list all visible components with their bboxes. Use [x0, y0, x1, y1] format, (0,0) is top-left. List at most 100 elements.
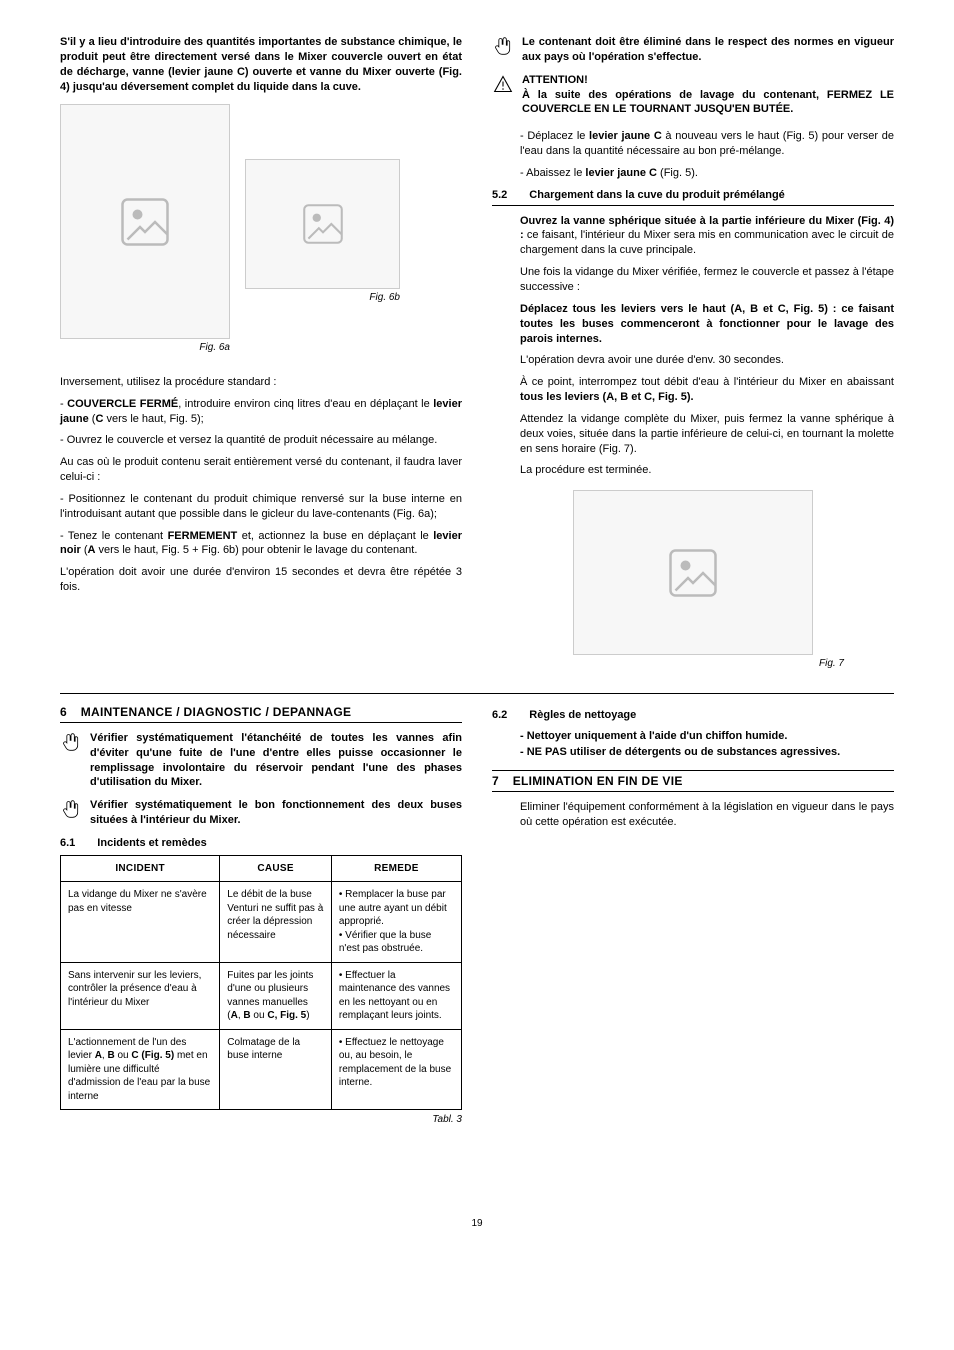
r52-p3: Ouvrez la vanne sphérique située à la pa…	[520, 214, 894, 259]
hand-icon	[492, 35, 514, 56]
t: COUVERCLE FERMÉ	[67, 398, 178, 410]
t: levier jaune C	[589, 130, 662, 142]
note-disposal: Le contenant doit être éliminé dans le r…	[492, 35, 894, 65]
rule-2: - NE PAS utiliser de détergents ou de su…	[520, 745, 894, 760]
r52-p5: Déplacez tous les leviers vers le haut (…	[520, 302, 894, 347]
t: vers le haut, Fig. 5);	[103, 413, 203, 425]
r52-p8: Attendez la vidange complète du Mixer, p…	[520, 412, 894, 457]
right-5-2-body: Ouvrez la vanne sphérique située à la pa…	[492, 214, 894, 479]
figure-6a-caption: Fig. 6a	[199, 341, 230, 355]
troubleshooting-table: INCIDENT CAUSE REMEDE La vidange du Mixe…	[60, 855, 462, 1111]
attention-block: ATTENTION! À la suite des opérations de …	[492, 73, 894, 122]
subsection-6-1: 6.1 Incidents et remèdes	[60, 836, 462, 851]
section-7-num: 7	[492, 773, 499, 789]
subsection-5-2: 5.2 Chargement dans la cuve du produit p…	[492, 188, 894, 206]
image-placeholder-icon	[663, 543, 723, 603]
sec7-body-wrap: Eliminer l'équipement conformément à la …	[492, 800, 894, 830]
t: FERMEMENT	[168, 530, 238, 542]
divider-upper-lower	[60, 693, 894, 694]
cell: Fuites par les joints d'une ou plusieurs…	[220, 962, 332, 1029]
hand-icon	[60, 731, 82, 752]
cell: • Effectuer la maintenance des vannes en…	[331, 962, 461, 1029]
r52-p6: L'opération devra avoir une durée d'env.…	[520, 353, 894, 368]
t: tous les leviers (A, B et C, Fig. 5).	[520, 391, 694, 403]
t: ou	[115, 1050, 132, 1061]
image-placeholder-icon	[115, 192, 175, 252]
attention-title: ATTENTION!	[522, 73, 894, 88]
table-caption: Tabl. 3	[60, 1113, 462, 1127]
r52-p4: Une fois la vidange du Mixer vérifiée, f…	[520, 265, 894, 295]
lower-right: 6.2 Règles de nettoyage - Nettoyer uniqu…	[492, 702, 894, 1127]
t: (Fig. 5).	[657, 167, 698, 179]
cell: L'actionnement de l'un des levier A, B o…	[61, 1029, 220, 1110]
left-p5: Au cas où le produit contenu serait enti…	[60, 455, 462, 485]
figure-6b: Fig. 6b	[245, 159, 400, 305]
t: B	[107, 1050, 114, 1061]
cell: La vidange du Mixer ne s'avère pas en vi…	[61, 882, 220, 963]
cell: Le débit de la buse Venturi ne suffit pa…	[220, 882, 332, 963]
section-6-num: 6	[60, 704, 67, 720]
section-6-title: MAINTENANCE / DIAGNOSTIC / DEPANNAGE	[81, 704, 352, 720]
t: (	[81, 544, 88, 556]
section-7-title: ELIMINATION EN FIN DE VIE	[513, 773, 683, 789]
t: - Tenez le contenant	[60, 530, 168, 542]
rule-1: - Nettoyer uniquement à l'aide d'un chif…	[520, 729, 894, 744]
rules-block: - Nettoyer uniquement à l'aide d'un chif…	[492, 729, 894, 761]
t: , introduire environ cinq litres d'eau e…	[178, 398, 433, 410]
t: A	[231, 1010, 238, 1021]
right-p2: - Abaissez le levier jaune C (Fig. 5).	[520, 166, 894, 181]
t: B	[243, 1010, 250, 1021]
sec6-note1-text: Vérifier systématiquement l'étanchéité d…	[90, 731, 462, 790]
lower-columns: 6 MAINTENANCE / DIAGNOSTIC / DEPANNAGE V…	[60, 702, 894, 1127]
attention-body: À la suite des opérations de lavage du c…	[522, 88, 894, 118]
cell: • Effectuez le nettoyage ou, au besoin, …	[331, 1029, 461, 1110]
t: Fig. 5	[277, 1010, 306, 1021]
cell: Colmatage de la buse interne	[220, 1029, 332, 1110]
section-7: 7 ELIMINATION EN FIN DE VIE	[492, 770, 894, 792]
sub-5-2-num: 5.2	[492, 188, 507, 203]
hand-icon	[60, 798, 82, 819]
sec6-note1: Vérifier systématiquement l'étanchéité d…	[60, 731, 462, 790]
left-p7: - Tenez le contenant FERMEMENT et, actio…	[60, 529, 462, 559]
t: levier jaune C	[585, 167, 657, 179]
image-placeholder-icon	[298, 199, 348, 249]
warning-icon	[492, 73, 514, 94]
left-p8: L'opération doit avoir une durée d'envir…	[60, 565, 462, 595]
page-number: 19	[60, 1217, 894, 1231]
cell: Sans intervenir sur les leviers, contrôl…	[61, 962, 220, 1029]
table-row: La vidange du Mixer ne s'avère pas en vi…	[61, 882, 462, 963]
sub-6-1-num: 6.1	[60, 836, 75, 851]
right-p1: - Déplacez le levier jaune C à nouveau v…	[520, 129, 894, 159]
note-disposal-text: Le contenant doit être éliminé dans le r…	[522, 35, 894, 65]
right-column: Le contenant doit être éliminé dans le r…	[492, 35, 894, 681]
figure-7-image	[573, 490, 813, 655]
figure-row-6: Fig. 6a Fig. 6b	[60, 104, 462, 355]
subsection-6-2: 6.2 Règles de nettoyage	[492, 708, 894, 723]
left-p4: - Ouvrez le couvercle et versez la quant…	[60, 433, 462, 448]
figure-7-caption: Fig. 7	[819, 657, 844, 671]
left-p2: Inversement, utilisez la procédure stand…	[60, 375, 462, 390]
left-p6: - Positionnez le contenant du produit ch…	[60, 492, 462, 522]
t: - Déplacez le	[520, 130, 589, 142]
figure-6b-caption: Fig. 6b	[369, 291, 400, 305]
r52-p9: La procédure est terminée.	[520, 463, 894, 478]
t: A	[95, 1050, 102, 1061]
t: C (Fig. 5)	[131, 1050, 174, 1061]
upper-columns: S'il y a lieu d'introduire des quantités…	[60, 35, 894, 681]
sec6-note2-text: Vérifier systématiquement le bon fonctio…	[90, 798, 462, 828]
left-p3: - COUVERCLE FERMÉ, introduire environ ci…	[60, 397, 462, 427]
t: et, actionnez la buse en déplaçant le	[237, 530, 433, 542]
figure-7: Fig. 7	[492, 490, 894, 671]
t: ce faisant, l'intérieur du Mixer sera mi…	[520, 229, 894, 256]
sub-6-1-title: Incidents et remèdes	[97, 836, 206, 851]
right-indent-block: - Déplacez le levier jaune C à nouveau v…	[492, 129, 894, 181]
t: À ce point, interrompez tout débit d'eau…	[520, 376, 894, 388]
lower-left: 6 MAINTENANCE / DIAGNOSTIC / DEPANNAGE V…	[60, 702, 462, 1127]
r52-p7: À ce point, interrompez tout débit d'eau…	[520, 375, 894, 405]
sub-5-2-title: Chargement dans la cuve du produit prémé…	[529, 188, 785, 203]
th-incident: INCIDENT	[61, 855, 220, 882]
attention-text: ATTENTION! À la suite des opérations de …	[522, 73, 894, 122]
section-6: 6 MAINTENANCE / DIAGNOSTIC / DEPANNAGE	[60, 702, 462, 723]
table-row: L'actionnement de l'un des levier A, B o…	[61, 1029, 462, 1110]
t: )	[306, 1010, 309, 1021]
